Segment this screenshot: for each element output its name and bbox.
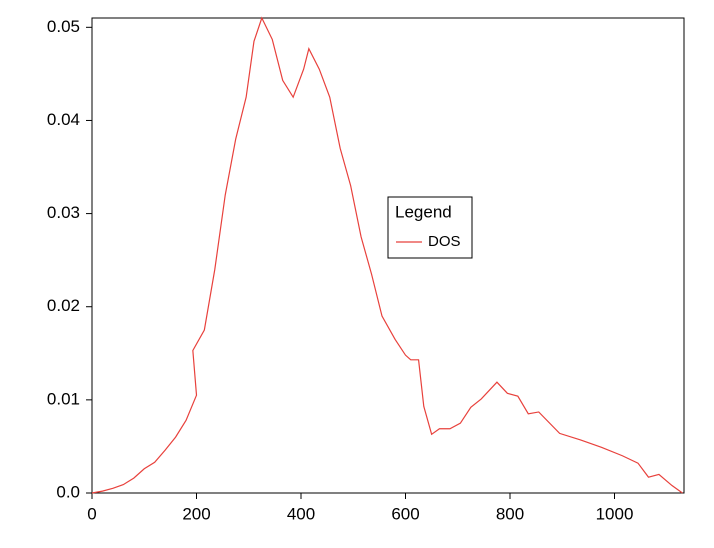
y-tick-label: 0.04 (47, 110, 80, 129)
y-tick-label: 0.01 (47, 389, 80, 408)
y-tick-label: 0.02 (47, 296, 80, 315)
x-tick-label: 800 (496, 504, 524, 523)
x-tick-label: 200 (182, 504, 210, 523)
x-tick-label: 600 (391, 504, 419, 523)
legend-box (387, 196, 473, 259)
x-tick-label: 1000 (596, 504, 634, 523)
data-line (91, 16, 683, 494)
y-tick-label: 0.0 (56, 482, 80, 501)
y-tick-label: 0.05 (47, 17, 80, 36)
x-tick-label: 400 (287, 504, 315, 523)
plot-frame (91, 17, 685, 494)
y-tick-label: 0.03 (47, 203, 80, 222)
x-tick-label: 0 (87, 504, 96, 523)
legend-title: Legend (395, 202, 452, 221)
legend-label: DOS (428, 233, 461, 250)
